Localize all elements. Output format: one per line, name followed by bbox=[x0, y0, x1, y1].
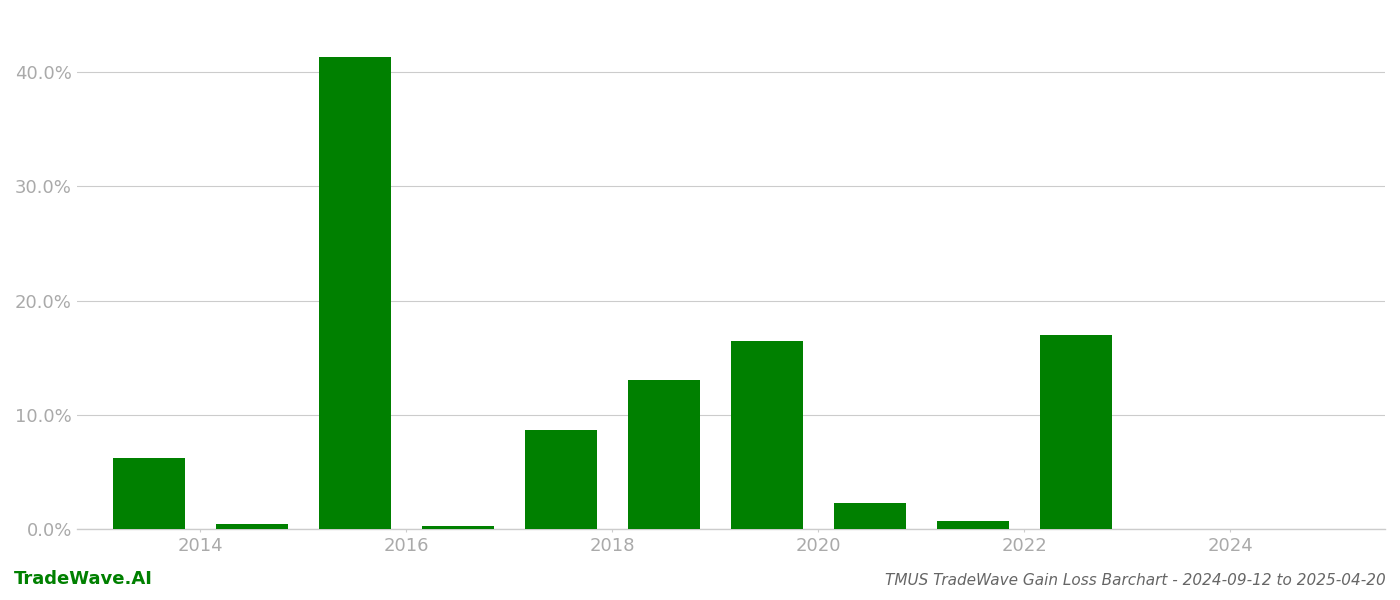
Bar bbox=[525, 430, 596, 529]
Bar bbox=[937, 521, 1009, 529]
Bar bbox=[731, 341, 804, 529]
Text: TMUS TradeWave Gain Loss Barchart - 2024-09-12 to 2025-04-20: TMUS TradeWave Gain Loss Barchart - 2024… bbox=[885, 573, 1386, 588]
Bar bbox=[113, 458, 185, 529]
Bar bbox=[319, 57, 391, 529]
Text: TradeWave.AI: TradeWave.AI bbox=[14, 570, 153, 588]
Bar bbox=[421, 526, 494, 529]
Bar bbox=[627, 380, 700, 529]
Bar bbox=[1040, 335, 1112, 529]
Bar bbox=[216, 524, 288, 529]
Bar bbox=[834, 503, 906, 529]
